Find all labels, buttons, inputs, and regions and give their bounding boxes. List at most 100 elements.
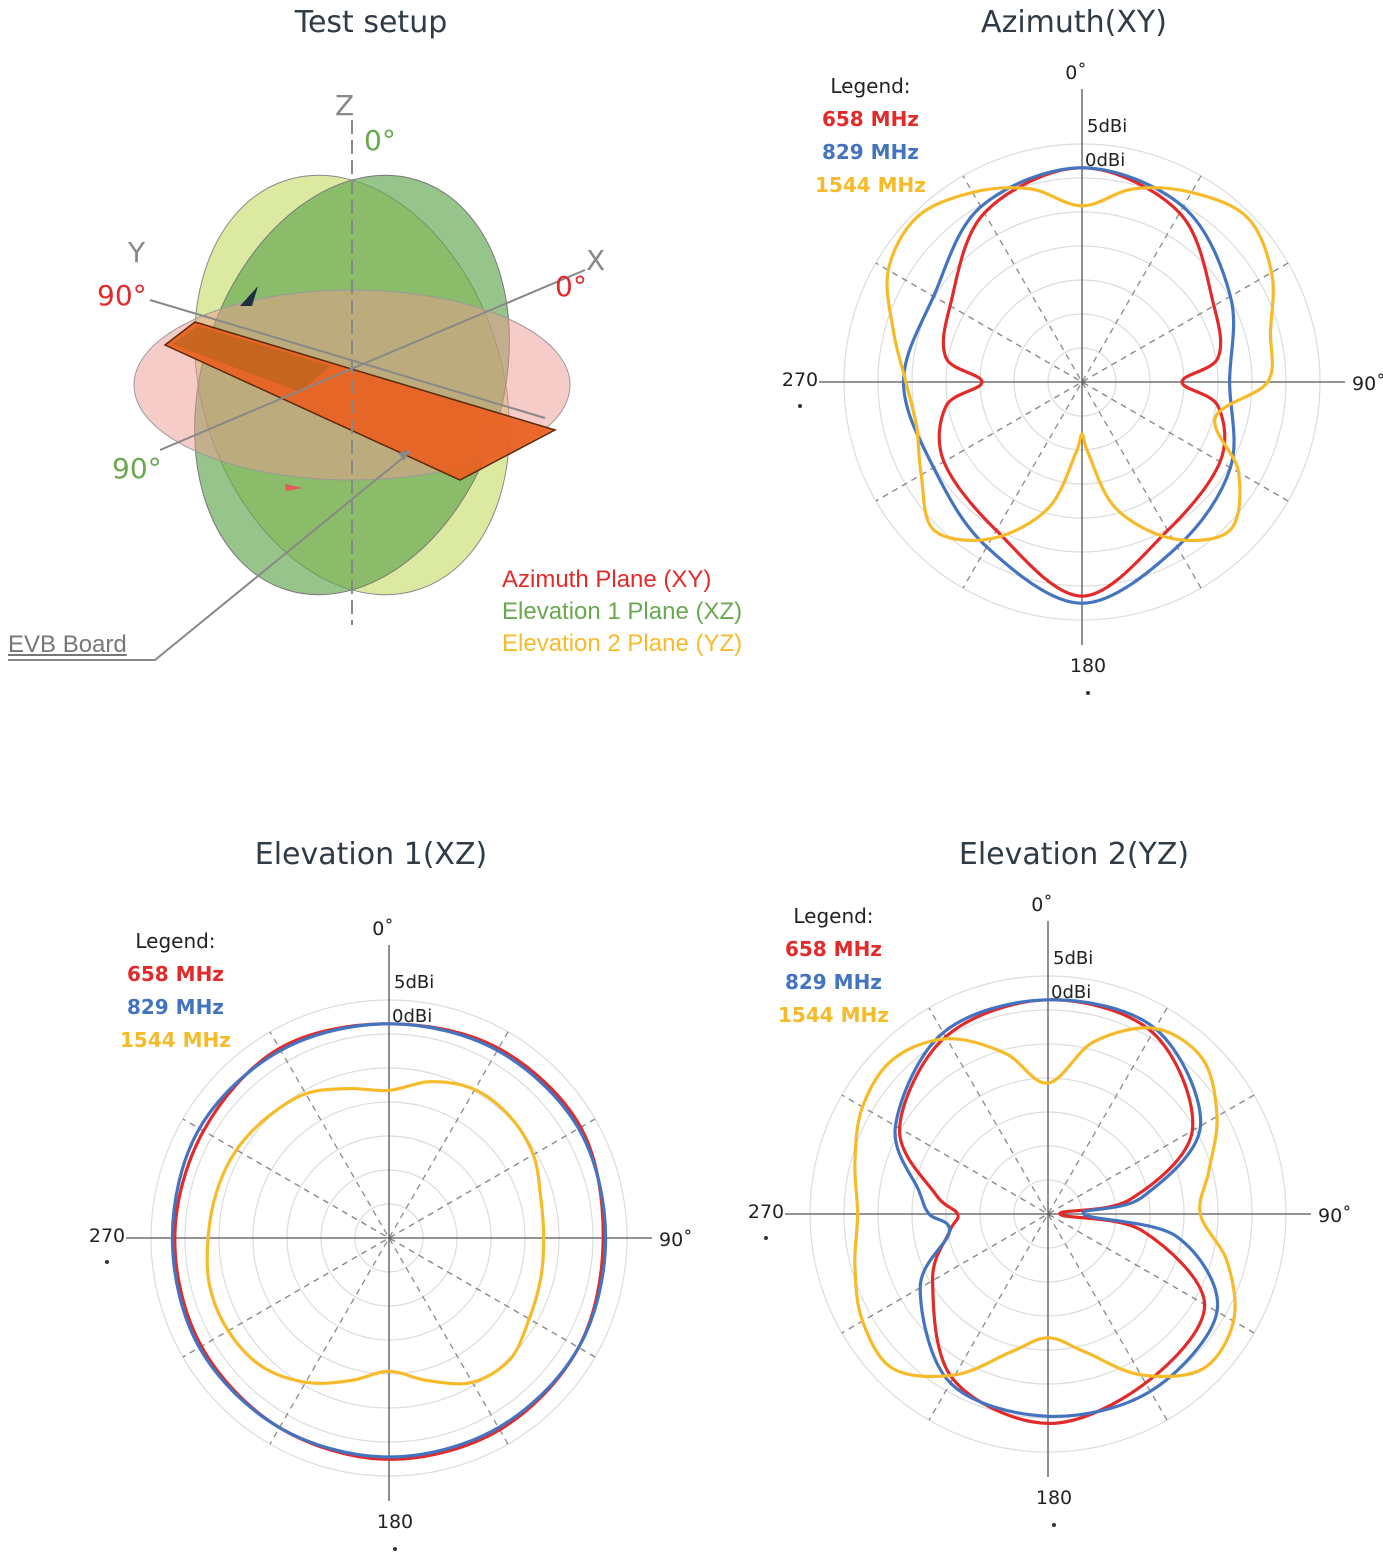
grid-spoke (928, 1007, 1168, 1421)
series-line-1544-mhz (205, 1080, 546, 1386)
grid-ring (218, 1067, 560, 1409)
grid-spoke (269, 1031, 509, 1445)
legend-title: Legend: (135, 929, 216, 953)
series-line-829-mhz (901, 166, 1236, 605)
radial-label-0dbi: 0dBi (392, 1006, 432, 1027)
grid-spoke (875, 262, 1289, 502)
angle-label-180: 180 (377, 1511, 413, 1533)
angle-x-0: 0° (555, 270, 587, 303)
evb-board-dark (172, 326, 330, 392)
grid-spoke (928, 1007, 1168, 1421)
grid-ring (877, 177, 1287, 587)
series-line-658-mhz (173, 1022, 605, 1461)
series-line-1544-mhz (885, 186, 1275, 543)
series-line-658-mhz (897, 998, 1207, 1426)
legend-title: Legend: (793, 904, 874, 928)
angle-y-90: 90° (97, 279, 147, 312)
angle-label-270: 270 (748, 1201, 784, 1223)
elevation2-title: Elevation 2(YZ) (958, 837, 1190, 872)
plane-label-elevation1: Elevation 1 Plane (XZ) (502, 598, 743, 625)
grid-ring (1013, 1179, 1083, 1249)
legend-item-658: 658 MHz (821, 107, 919, 131)
azimuth-legend: Legend: 658 MHz 829 MHz 1544 MHz (815, 70, 926, 202)
grid-ring (843, 1009, 1253, 1419)
grid-ring (911, 211, 1253, 553)
radial-label-0dbi: 0dBi (1085, 150, 1125, 171)
elevation2-legend: Legend: 658 MHz 829 MHz 1544 MHz (778, 900, 889, 1032)
degree-dot (105, 1260, 109, 1264)
grid-ring (150, 999, 628, 1477)
evb-board-label: EVB Board (8, 631, 127, 658)
axis-y-line (149, 299, 546, 419)
grid-ring (945, 1111, 1151, 1317)
grid-ring (184, 1033, 594, 1443)
grid-ring (252, 1101, 526, 1375)
plane-label-azimuth: Azimuth Plane (XY) (502, 566, 712, 593)
grid-ring (979, 279, 1185, 485)
degree-dot (764, 1236, 768, 1240)
grid-ring (1013, 313, 1151, 451)
angle-green-90: 90° (112, 452, 162, 485)
test-setup-diagram: Z Y X 0° 90° 0° 90° (8, 89, 605, 661)
grid-spoke (841, 1094, 1255, 1334)
degree-dot (393, 1547, 397, 1551)
legend-title: Legend: (830, 74, 911, 98)
grid-spoke (962, 175, 1202, 589)
axis-z-label: Z (335, 89, 354, 122)
red-arrow-icon (285, 484, 303, 491)
grid-spoke (182, 1118, 596, 1358)
series-line-829-mhz (170, 1022, 608, 1459)
pointer-arrowhead (398, 450, 410, 461)
direction-arrow-icon (240, 286, 258, 306)
grid-ring (1047, 347, 1117, 417)
grid-ring (843, 143, 1321, 621)
angle-z-0: 0° (364, 124, 396, 157)
radial-label-5dbi: 5dBi (1053, 948, 1093, 969)
angle-label-0: 0˚ (1065, 62, 1087, 84)
legend-item-658: 658 MHz (784, 937, 882, 961)
angle-label-180: 180 (1070, 655, 1106, 677)
legend-item-1544: 1544 MHz (815, 173, 926, 197)
grid-ring (979, 1145, 1117, 1283)
degree-dot (1086, 691, 1090, 695)
grid-ring (809, 975, 1287, 1453)
angle-label-0: 0˚ (1031, 894, 1053, 916)
setup-title: Test setup (294, 5, 448, 40)
degree-dot (1052, 1523, 1056, 1527)
elevation1-legend: Legend: 658 MHz 829 MHz 1544 MHz (120, 925, 231, 1057)
angle-label-270: 270 (89, 1225, 125, 1247)
series-line-829-mhz (893, 998, 1220, 1419)
angle-label-0: 0˚ (372, 918, 394, 940)
legend-item-829: 829 MHz (126, 995, 224, 1019)
series-line-1544-mhz (853, 1026, 1237, 1379)
legend-item-1544: 1544 MHz (120, 1028, 231, 1052)
axis-x-label: X (586, 244, 605, 277)
grid-ring (320, 1169, 458, 1307)
grid-ring (877, 1043, 1219, 1385)
grid-spoke (182, 1118, 596, 1358)
grid-ring (911, 1077, 1185, 1351)
grid-spoke (875, 262, 1289, 502)
legend-item-1544: 1544 MHz (778, 1003, 889, 1027)
angle-label-90: 90˚ (1318, 1205, 1352, 1227)
elevation1-title: Elevation 1(XZ) (254, 837, 488, 872)
azimuth-title: Azimuth(XY) (981, 5, 1167, 40)
grid-spoke (269, 1031, 509, 1445)
legend-item-829: 829 MHz (784, 970, 882, 994)
radial-label-5dbi: 5dBi (394, 972, 434, 993)
radial-label-5dbi: 5dBi (1087, 116, 1127, 137)
legend-item-829: 829 MHz (821, 140, 919, 164)
legend-item-658: 658 MHz (126, 962, 224, 986)
grid-ring (354, 1203, 424, 1273)
angle-label-90: 90˚ (1352, 373, 1383, 395)
grid-ring (286, 1135, 492, 1341)
angle-label-180: 180 (1036, 1487, 1072, 1509)
grid-ring (945, 245, 1219, 519)
series-line-658-mhz (937, 166, 1227, 598)
radial-label-0dbi: 0dBi (1051, 982, 1091, 1003)
evb-board-pointer (8, 451, 411, 661)
plane-label-elevation2: Elevation 2 Plane (YZ) (502, 630, 743, 657)
axis-y-label: Y (127, 236, 146, 269)
grid-spoke (841, 1094, 1255, 1334)
grid-spoke (962, 175, 1202, 589)
